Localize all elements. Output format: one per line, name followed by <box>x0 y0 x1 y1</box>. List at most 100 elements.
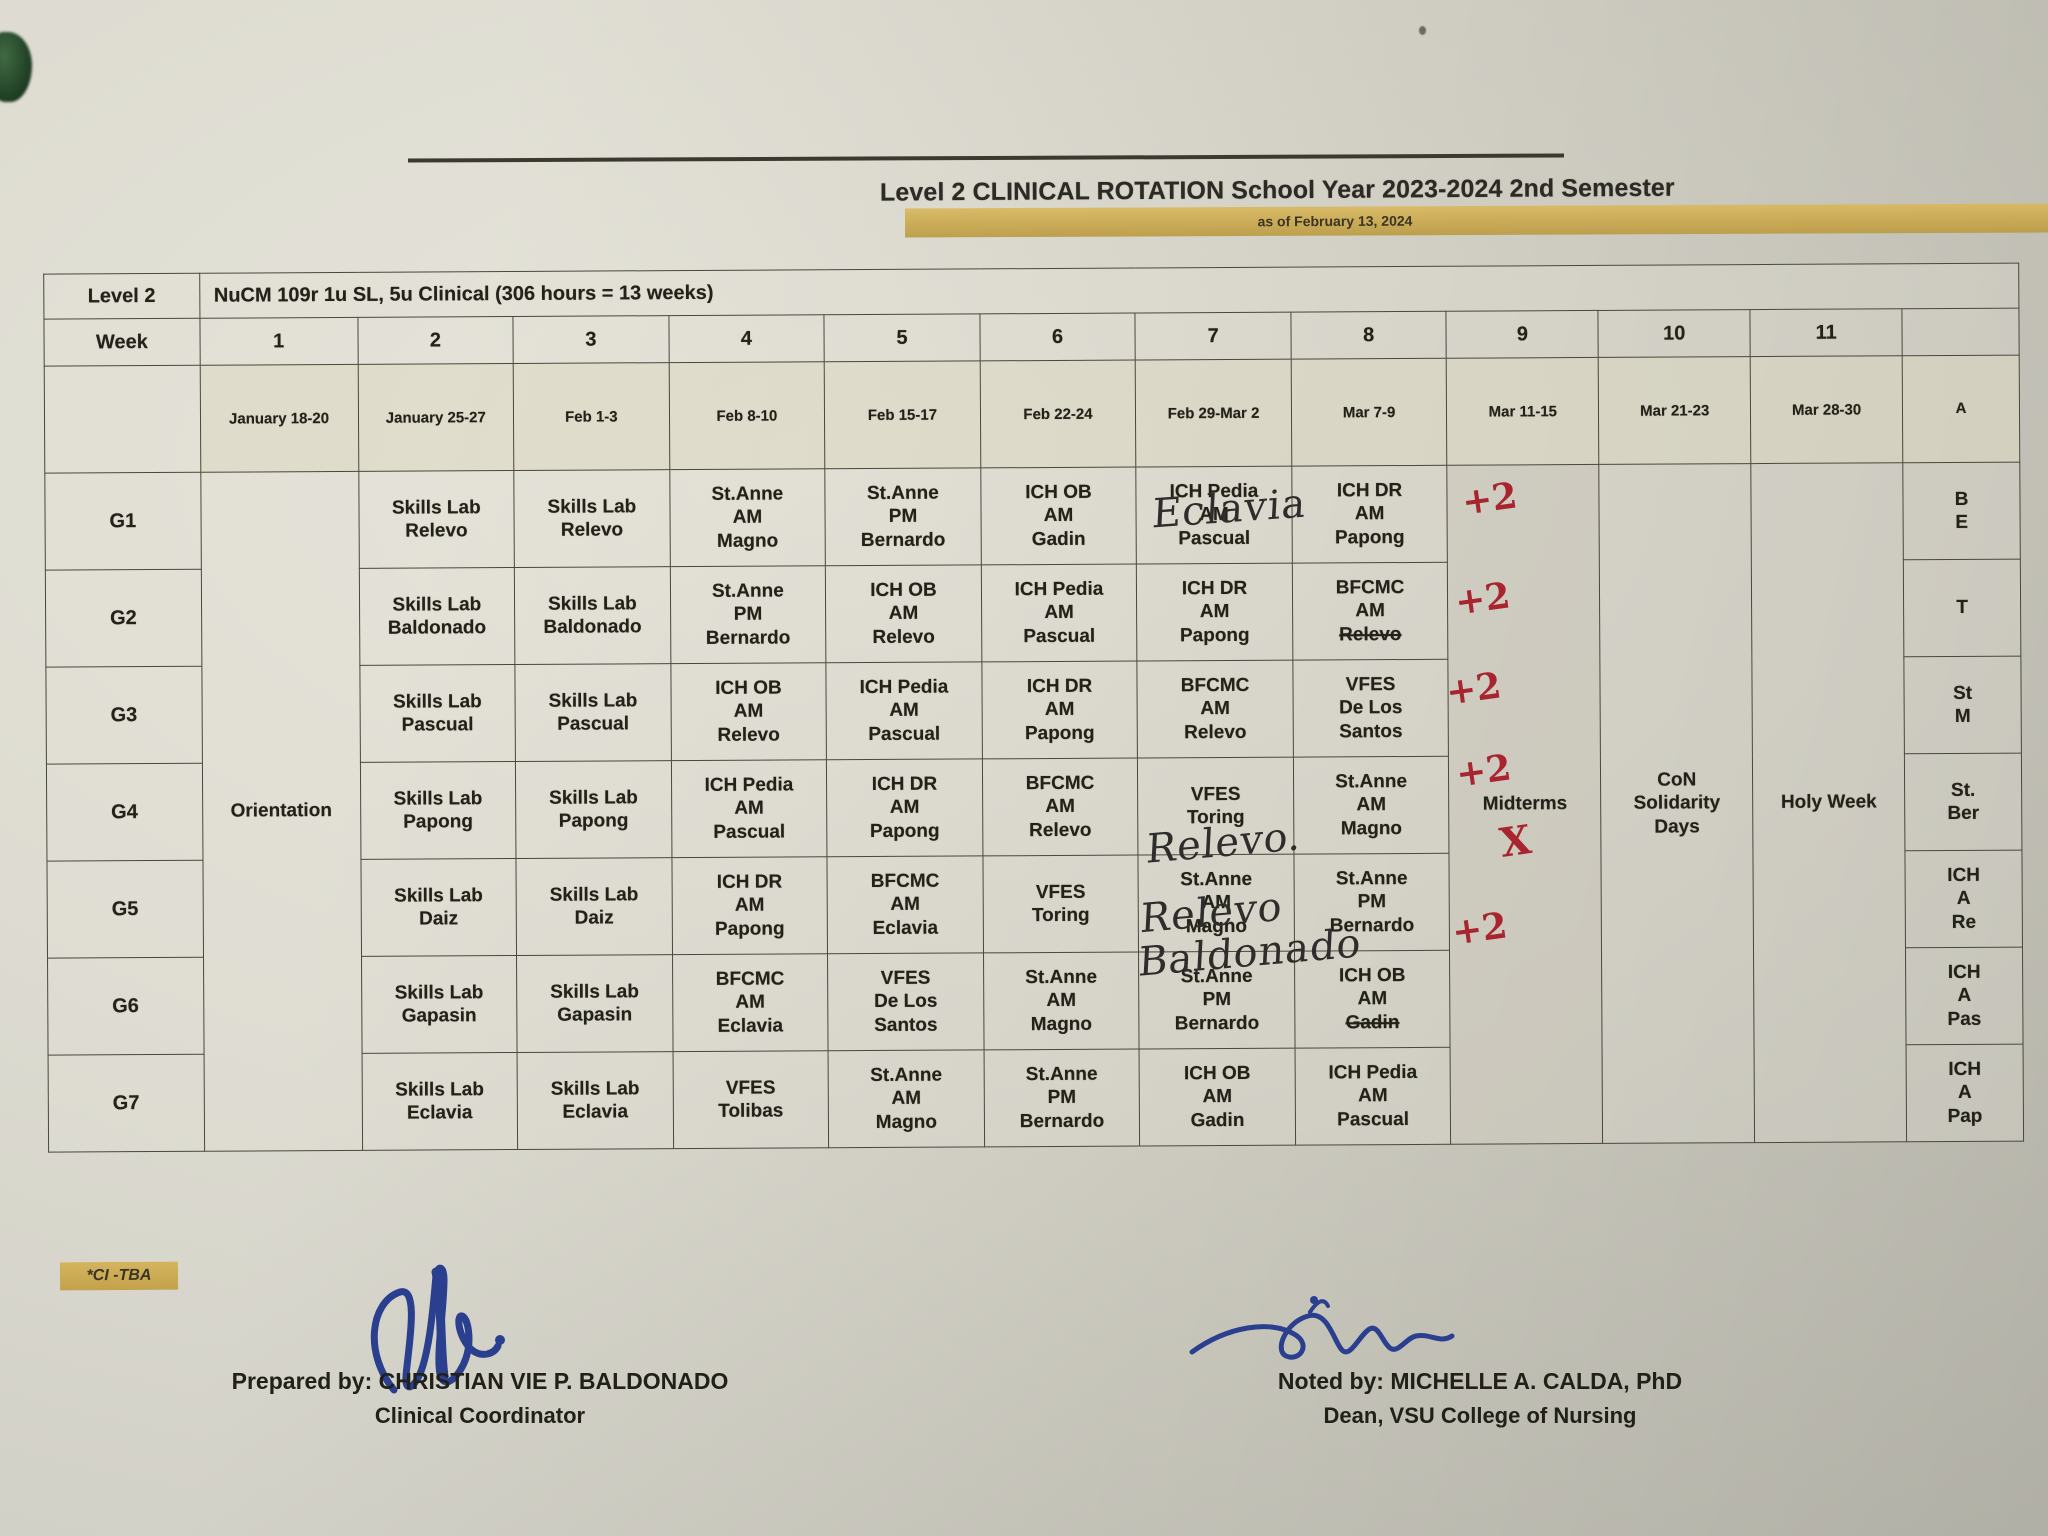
cell-line: A <box>1956 888 1971 910</box>
week-number: 11 <box>1750 308 1903 357</box>
rotation-cell: ICH OB AM Relevo <box>825 564 982 663</box>
week-date: Mar 21-23 <box>1598 356 1751 465</box>
cell-line: Papong <box>558 810 629 832</box>
cell-line: ICH Pedia <box>1328 1062 1418 1084</box>
cell-line: St.Anne <box>711 580 784 603</box>
cell-line: PM <box>1047 1087 1077 1109</box>
cell-line: AM <box>1202 1086 1233 1108</box>
cell-line: ICH OB <box>715 677 782 700</box>
cell-line: ICH OB <box>1338 965 1406 987</box>
week-label: Week <box>43 318 200 367</box>
cell-line: Toring <box>1031 904 1090 927</box>
group-code: G5 <box>46 860 204 959</box>
cell-line: AM <box>1356 794 1387 816</box>
cell-line: St.Anne <box>711 483 784 506</box>
prepared-by-block: Prepared by: CHRISTIAN VIE P. BALDONADO … <box>160 1368 800 1429</box>
week-number: 6 <box>979 313 1136 361</box>
cell-line: AM <box>1358 1085 1388 1107</box>
cell-line: T <box>1956 597 1968 619</box>
rotation-cell: VFES De Los Santos <box>827 952 984 1051</box>
cell-line: Bernardo <box>705 627 791 649</box>
rotation-cell: ICH DR AM Papong <box>671 856 828 955</box>
cell-line: ICH OB <box>870 579 937 602</box>
cell-line: Relevo <box>405 520 468 542</box>
rotation-cell: ICH Pedia AM Pascual <box>826 661 983 760</box>
cell-line: Magno <box>1030 1013 1093 1035</box>
group-code: G1 <box>44 472 201 571</box>
cell-line: De Los <box>873 991 938 1013</box>
ci-tba-footnote: *CI -TBA <box>59 1261 179 1291</box>
rotation-schedule-sheet: Level 2 NuCM 109r 1u SL, 5u Clinical (306… <box>43 262 2048 1283</box>
cell-line: Skills Lab <box>392 594 482 616</box>
cell-line: Pascual <box>1337 1108 1409 1130</box>
cell-line: Skills Lab <box>391 497 481 519</box>
rotation-cell: ICH DR AM Papong <box>1136 563 1293 662</box>
cell-line: Santos <box>874 1014 938 1036</box>
cell-line: ICH OB <box>1025 482 1092 504</box>
date-row-spacer <box>44 365 201 474</box>
cell-line: AM <box>1043 505 1074 527</box>
cell-line: AM <box>1354 503 1385 525</box>
cell-line: Relevo <box>560 519 624 541</box>
rotation-cell: VFES Tolibas <box>672 1050 829 1149</box>
holy-week-cell: Holy Week <box>1750 462 1907 1143</box>
group-code: G4 <box>46 763 203 862</box>
week-number: 10 <box>1598 309 1751 358</box>
rotation-cell-partial: ICH A Pap <box>1906 1044 2024 1142</box>
cell-line: Papong <box>1179 624 1250 646</box>
cell-line: Skills Lab <box>550 1078 640 1100</box>
cell-line: Pascual <box>868 723 941 745</box>
cell-line: Skills Lab <box>549 787 638 809</box>
cell-line: Relevo <box>1339 623 1402 645</box>
rotation-cell: ICH DR AM Papong <box>1291 465 1448 564</box>
cell-line: AM <box>889 700 919 722</box>
cell-line: Skills Lab <box>392 691 482 713</box>
cell-line: ICH Pedia <box>1169 481 1259 503</box>
rotation-cell: Skills Lab Gapasin <box>361 955 518 1054</box>
cell-line: AM <box>1357 988 1388 1010</box>
rotation-cell: Skills Lab Eclavia <box>517 1051 674 1150</box>
cell-line: Gadin <box>1031 528 1086 550</box>
cell-line: Baldonado <box>543 616 642 638</box>
rotation-cell: VFES De Los Santos <box>1292 659 1449 758</box>
cell-line: Daiz <box>574 907 614 929</box>
cell-line: Magno <box>1185 915 1248 937</box>
week-number: 3 <box>513 315 669 364</box>
cell-line: ICH DR <box>1181 578 1248 600</box>
cell-line: BFCMC <box>1025 772 1095 795</box>
cell-line: Papong <box>1334 526 1405 548</box>
week-number: 9 <box>1446 310 1599 359</box>
rotation-cell: Skills Lab Pascual <box>359 664 516 763</box>
rotation-cell-partial: St. Ber <box>1904 753 2022 851</box>
cell-line: Pas <box>1947 1008 1982 1030</box>
rotation-cell: ICH Pedia AM Pascual <box>1136 466 1293 565</box>
rotation-cell: Skills Lab Eclavia <box>361 1052 518 1151</box>
cell-line: St.Anne <box>1025 966 1098 989</box>
group-code: G6 <box>47 957 204 1056</box>
cell-line: Eclavia <box>406 1102 473 1124</box>
cell-line: Skills Lab <box>547 496 637 518</box>
cell-line: Baldonado <box>387 617 487 639</box>
rotation-cell: BFCMC AM Eclavia <box>672 953 829 1052</box>
group-code: G3 <box>45 666 202 765</box>
con-solidarity-days-cell: CoN Solidarity Days <box>1599 463 1755 1144</box>
cell-line: Skills Lab <box>547 593 637 615</box>
cell-line: Skills Lab <box>394 885 483 907</box>
week-date: Mar 28-30 <box>1750 355 1903 464</box>
cell-line: Skills Lab <box>393 788 483 810</box>
cell-line: AM <box>734 895 765 917</box>
cell-line: AM <box>1200 698 1231 720</box>
cell-line: AM <box>1199 504 1229 526</box>
cell-line: St.Anne <box>1335 868 1408 890</box>
week-date: Feb 22-24 <box>979 360 1137 468</box>
rotation-cell: Skills Lab Daiz <box>516 857 673 956</box>
cell-line: Magno <box>1340 817 1403 839</box>
rotation-cell: Skills Lab Papong <box>515 760 672 859</box>
cell-line: PM <box>1202 989 1232 1011</box>
rotation-cell: BFCMC AM Relevo <box>982 758 1139 856</box>
week-number: 8 <box>1290 311 1447 360</box>
prepared-by-name: Prepared by: CHRISTIAN VIE P. BALDONADO <box>231 1368 729 1394</box>
cell-line: BFCMC <box>715 968 785 991</box>
prepared-by-role: Clinical Coordinator <box>374 1403 586 1428</box>
